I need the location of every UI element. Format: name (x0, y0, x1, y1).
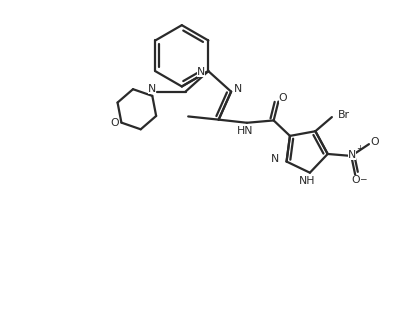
Text: +: + (356, 144, 363, 154)
Text: O: O (110, 118, 119, 128)
Text: NH: NH (298, 176, 315, 186)
Text: Br: Br (338, 110, 350, 120)
Text: −: − (359, 174, 367, 183)
Text: N: N (197, 67, 205, 77)
Text: O: O (370, 137, 379, 147)
Text: O: O (352, 175, 360, 185)
Text: N: N (148, 84, 156, 94)
Text: HN: HN (237, 126, 254, 136)
Text: N: N (348, 150, 356, 160)
Text: O: O (279, 93, 287, 103)
Text: N: N (234, 84, 242, 94)
Text: N: N (271, 154, 279, 164)
